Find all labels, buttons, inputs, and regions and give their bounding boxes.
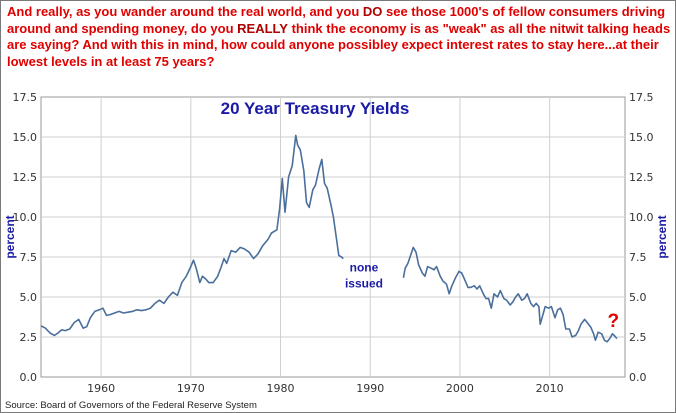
emphasis-really: REALLY xyxy=(237,20,288,36)
x-tick-label: 2000 xyxy=(446,382,474,395)
series-lines xyxy=(40,134,618,343)
y-tick-label-right: 17.5 xyxy=(629,91,654,104)
annotations: none issued? xyxy=(345,260,619,332)
x-tick-label: 2010 xyxy=(536,382,564,395)
annotation-line2: issued xyxy=(345,276,383,290)
grid-lines xyxy=(41,97,625,377)
y-tick-label-right: 12.5 xyxy=(629,171,654,184)
x-tick-label: 1980 xyxy=(267,382,295,395)
source-note: Source: Board of Governors of the Federa… xyxy=(5,400,257,411)
yield-line-segment xyxy=(402,246,618,343)
y-tick-label-left: 5.0 xyxy=(20,291,38,304)
tick-labels: 0.0 0.0 2.5 2.5 5.0 5.0 7.5 7.5 10.0 10.0 12.5 12.5… xyxy=(13,91,654,395)
question-mark-annotation: ? xyxy=(608,311,620,332)
y-tick-label-left: 7.5 xyxy=(20,251,38,264)
y-axis-label-left: percent xyxy=(3,215,17,258)
x-tick-label: 1970 xyxy=(177,382,205,395)
chart-title: 20 Year Treasury Yields xyxy=(221,99,410,118)
y-axis-label-right: percent xyxy=(655,215,669,258)
y-tick-label-left: 15.0 xyxy=(13,131,38,144)
y-tick-label-right: 15.0 xyxy=(629,131,654,144)
none-issued-annotation: none issued xyxy=(345,260,383,290)
emphasis-do: DO xyxy=(362,4,383,19)
y-tick-label-right: 7.5 xyxy=(629,251,647,264)
y-tick-label-left: 2.5 xyxy=(20,331,38,344)
y-tick-label-right: 5.0 xyxy=(629,291,647,304)
y-tick-label-right: 10.0 xyxy=(629,211,654,224)
x-tick-label: 1960 xyxy=(87,382,115,395)
annotation-line1: none xyxy=(350,260,379,274)
y-tick-label-left: 0.0 xyxy=(20,371,38,384)
commentary-text: And really, as you wander around the rea… xyxy=(7,4,671,69)
y-tick-label-left: 17.5 xyxy=(13,91,38,104)
yield-line-segment xyxy=(40,134,344,337)
x-tick-label: 1990 xyxy=(356,382,384,395)
y-tick-label-left: 12.5 xyxy=(13,171,38,184)
plot-area xyxy=(40,96,626,378)
y-tick-label-right: 2.5 xyxy=(629,331,647,344)
y-tick-label-right: 0.0 xyxy=(629,371,647,384)
y-tick-label-left: 10.0 xyxy=(13,211,38,224)
